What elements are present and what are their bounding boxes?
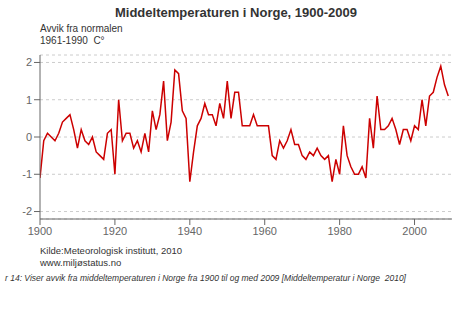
svg-text:1: 1 [26, 94, 32, 106]
svg-text:0: 0 [26, 131, 32, 143]
svg-text:1960: 1960 [252, 225, 276, 237]
svg-text:-2: -2 [22, 205, 32, 217]
html-text:r 14: Viser avvik fra middelte: r 14: Viser avvik fra middeltemperaturen… [5, 273, 406, 283]
html-text:Kilde:Meteorologisk institutt,: Kilde:Meteorologisk institutt, 2010 [40, 245, 183, 256]
html-text:Avvik fra normalen: Avvik fra normalen [40, 23, 123, 34]
html-text:www.miljøstatus.no: www.miljøstatus.no [40, 257, 122, 268]
svg-text:2: 2 [26, 56, 32, 68]
svg-text:1940: 1940 [178, 225, 202, 237]
svg-text:1900: 1900 [28, 225, 52, 237]
svg-text:1980: 1980 [327, 225, 351, 237]
svg-text:1920: 1920 [103, 225, 127, 237]
html-text:Middeltemperaturen i Norge, 19: Middeltemperaturen i Norge, 1900-2009 [115, 5, 357, 20]
svg-text:-1: -1 [22, 168, 32, 180]
html-text:1961-1990 C°: 1961-1990 C° [40, 35, 105, 46]
svg-text:2000: 2000 [402, 225, 426, 237]
